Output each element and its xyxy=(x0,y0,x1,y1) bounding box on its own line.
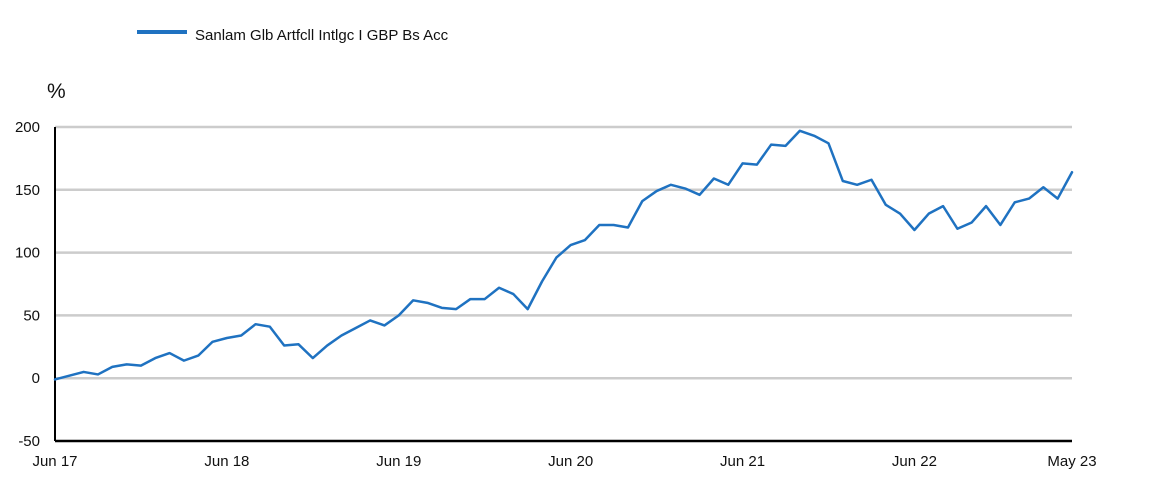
x-tick-label: Jun 18 xyxy=(204,453,249,470)
series-line xyxy=(53,129,1074,381)
x-tick-label: Jun 21 xyxy=(720,453,765,470)
x-tick-label: Jun 22 xyxy=(892,453,937,470)
y-axis-unit-label: % xyxy=(47,80,66,103)
x-tick-label: Jun 17 xyxy=(32,453,77,470)
x-tick-label: Jun 19 xyxy=(376,453,421,470)
y-tick-label: 100 xyxy=(15,245,40,262)
legend-label: Sanlam Glb Artfcll Intlgc I GBP Bs Acc xyxy=(195,27,449,44)
y-tick-label: 0 xyxy=(32,370,40,387)
y-tick-label: 200 xyxy=(15,119,40,136)
y-tick-label: -50 xyxy=(18,433,40,450)
y-tick-label: 150 xyxy=(15,182,40,199)
x-tick-label: May 23 xyxy=(1047,453,1096,470)
y-tick-label: 50 xyxy=(23,307,40,324)
legend-swatch xyxy=(137,30,187,34)
x-tick-label: Jun 20 xyxy=(548,453,593,470)
